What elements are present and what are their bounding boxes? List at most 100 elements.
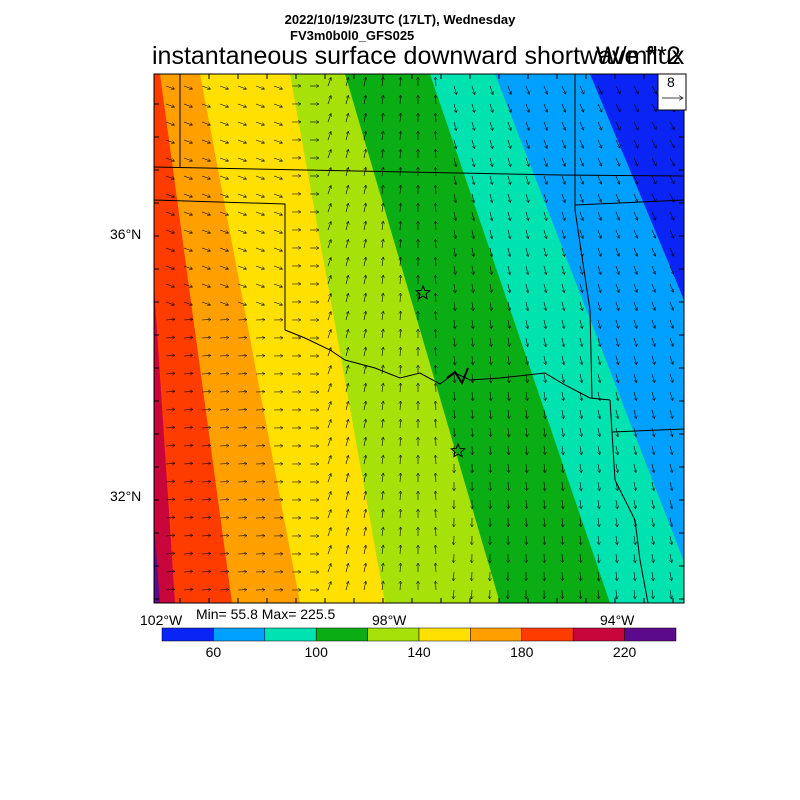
wind-vector [651, 373, 655, 383]
wind-vector [165, 373, 175, 374]
wind-vector [525, 85, 529, 94]
wind-vector [273, 121, 283, 125]
wind-vector [364, 491, 366, 501]
wind-vector [561, 229, 565, 239]
wind-vector [219, 85, 229, 89]
wind-vector [508, 319, 510, 329]
axis-ticks [154, 74, 684, 603]
wind-vector [219, 500, 229, 501]
wind-vector [633, 211, 638, 220]
wind-vector [219, 446, 229, 447]
wind-vector [201, 103, 211, 107]
wind-vector [165, 391, 175, 392]
wind-vector [201, 355, 211, 356]
wind-vector [507, 139, 511, 149]
wind-vector [273, 175, 283, 179]
wind-vector [183, 265, 193, 269]
wind-vector [508, 445, 509, 455]
wind-vector [327, 96, 331, 105]
wind-vector [615, 301, 619, 311]
wind-vector [562, 481, 563, 491]
wind-vector [273, 301, 283, 305]
wind-vector [327, 222, 331, 231]
wind-vector [201, 553, 211, 554]
wind-vector [579, 283, 583, 293]
wind-vector [543, 265, 546, 275]
wind-vector [598, 445, 600, 455]
wind-vector [652, 535, 654, 545]
wind-vector [489, 193, 492, 203]
wind-vector [255, 175, 265, 179]
wind-vector [490, 373, 491, 383]
wind-vector [454, 193, 456, 203]
wind-vector [345, 509, 348, 519]
wind-vector [327, 366, 331, 375]
wind-vector [472, 337, 473, 347]
wind-vector [364, 221, 366, 231]
wind-vector [489, 103, 493, 113]
wind-vector [183, 139, 193, 143]
wind-vector [580, 517, 581, 527]
wind-vector [201, 211, 211, 215]
wind-vector [580, 463, 581, 473]
wind-vector [472, 409, 473, 419]
wind-vector [633, 409, 636, 419]
wind-vector [562, 391, 564, 401]
wind-vector [616, 445, 618, 455]
wind-vector [219, 139, 229, 143]
wind-vector [400, 383, 401, 393]
wind-vector [490, 355, 491, 365]
wind-vector [327, 276, 331, 285]
wind-vector [201, 175, 211, 179]
wind-vector [273, 139, 283, 143]
wind-vector [345, 77, 348, 87]
wind-vector [165, 553, 175, 554]
wind-vector [544, 301, 546, 311]
wind-vector [615, 391, 618, 401]
wind-vector [669, 211, 674, 220]
wind-vector [165, 301, 175, 305]
wind-vector [526, 283, 528, 293]
wind-vector [525, 175, 529, 185]
wind-vector [435, 131, 436, 141]
wind-vector [580, 391, 582, 401]
border-ok-ar [574, 175, 593, 399]
wind-vector [400, 455, 401, 465]
wind-vector [597, 265, 601, 275]
wind-vector [543, 229, 547, 239]
wind-vector [543, 247, 547, 257]
wind-vector [580, 535, 581, 545]
wind-vector [471, 157, 474, 167]
wind-vector [597, 301, 601, 311]
wind-vector [508, 427, 509, 437]
wind-vector [364, 347, 366, 357]
wind-vector [400, 401, 401, 411]
wind-vector [400, 365, 401, 375]
wind-vector [526, 337, 528, 347]
wind-vector [580, 409, 582, 419]
wind-vector [453, 571, 454, 581]
wind-vector [219, 283, 229, 287]
wind-vector [507, 157, 511, 167]
wind-vector [507, 193, 511, 203]
wind-vector [327, 438, 331, 447]
wind-vector [616, 499, 618, 509]
min-max-stats: Min= 55.8 Max= 225.5 [196, 606, 336, 622]
wind-vector [579, 211, 583, 221]
wind-vector [669, 175, 674, 184]
wind-vector [165, 481, 175, 482]
wind-vector [201, 319, 211, 320]
wind-vector [382, 473, 383, 483]
wind-vector [508, 283, 510, 293]
wind-vector [382, 311, 383, 321]
wind-vector [561, 157, 565, 166]
wind-vector [615, 283, 619, 293]
wind-vector [562, 499, 563, 509]
wind-vector [580, 445, 582, 455]
wind-vector [201, 229, 211, 233]
wind-vector [651, 337, 655, 347]
wind-vector [561, 175, 565, 184]
wind-vector [237, 85, 247, 89]
wind-vector [400, 563, 401, 573]
wind-vector [597, 229, 601, 238]
